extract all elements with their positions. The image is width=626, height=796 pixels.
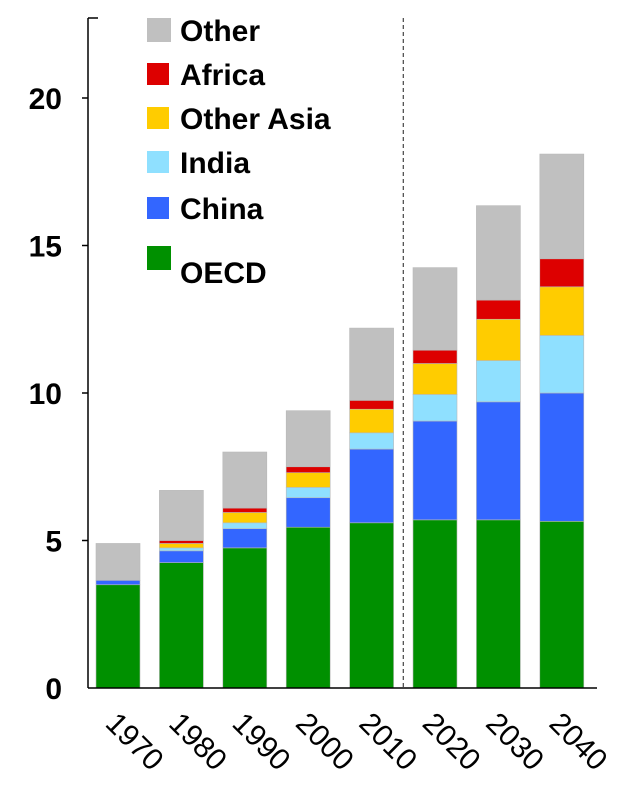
x-tick-label: 2010 [353,707,424,778]
bar-segment-other-asia-2030 [476,318,521,361]
bar-segment-other-2020 [412,267,458,351]
legend-label: Other [180,15,260,48]
bar-segment-china-2040 [539,392,585,522]
bar-segment-africa-1980 [159,540,204,544]
bar-segment-oecd-1990 [222,547,268,689]
bar-segment-other-asia-1990 [222,512,268,524]
bar-segment-other-asia-2000 [285,472,331,488]
bar-segment-africa-1990 [222,507,268,513]
legend-label: Other Asia [180,103,331,136]
x-tick-label: 2040 [543,707,614,778]
x-tick-label: 1980 [162,707,233,778]
bar-segment-africa-2040 [539,258,585,288]
legend-swatch-china [147,197,169,219]
bar-segment-africa-2000 [285,466,331,473]
bar-segment-oecd-1970 [95,584,141,689]
bar-segment-india-2020 [412,394,458,422]
bar-segment-china-2020 [412,420,458,521]
y-tick-label: 15 [29,231,62,264]
x-tick-label: 1990 [226,707,297,778]
bar-segment-oecd-2000 [285,526,331,689]
legend-swatch-oecd [147,246,171,270]
bar-segment-china-2030 [476,401,521,521]
x-tick-label: 2030 [479,707,550,778]
bar-segment-china-1970 [95,580,141,586]
bar-segment-china-2010 [349,448,394,524]
x-tick-label: 2020 [416,707,487,778]
bar-segment-oecd-2030 [476,519,521,689]
bar-segment-other-2010 [349,327,394,401]
legend: Other Africa Other Asia India China OECD [147,15,331,290]
bar-segment-china-2000 [285,497,331,528]
bar-segment-oecd-2040 [539,521,585,689]
bar-segment-oecd-2010 [349,522,394,689]
bar-segment-africa-2010 [349,400,394,410]
bar-segment-india-2000 [285,487,331,499]
legend-label: China [180,193,264,226]
bar-segment-other-asia-2010 [349,408,394,434]
bar-segment-other-asia-1980 [159,543,204,549]
y-tick-label: 0 [45,673,62,706]
bar-segment-africa-2020 [412,349,458,364]
legend-label: India [180,147,250,180]
x-tick-label: 2000 [289,707,360,778]
y-tick-label: 20 [29,83,62,116]
bar-segment-other-asia-2040 [539,286,585,336]
x-tick-label: 1970 [99,707,170,778]
legend-swatch-other-asia [147,107,169,129]
bar-segment-other-2040 [539,153,585,260]
bar-segment-india-1990 [222,522,268,529]
bar-segment-other-1970 [95,543,141,581]
y-axis: 0 5 10 15 20 [29,17,98,706]
bar-segment-other-2030 [476,205,521,301]
legend-label: OECD [180,257,267,290]
y-tick-label: 10 [29,378,62,411]
legend-label: Africa [180,59,265,92]
legend-swatch-other [147,18,171,42]
bar-segment-india-2030 [476,360,521,403]
bar-segment-china-1990 [222,528,268,549]
bar-segment-india-2040 [539,335,585,394]
bar-segment-other-1980 [159,490,204,541]
legend-swatch-africa [147,63,169,85]
bar-segment-other-2000 [285,410,331,468]
bar-segment-india-2010 [349,432,394,450]
legend-swatch-india [147,151,169,173]
bar-segment-oecd-2020 [412,519,458,689]
bars-group [95,153,585,689]
bar-segment-india-1980 [159,547,204,552]
bar-segment-other-1990 [222,451,268,509]
bar-segment-oecd-1980 [159,562,204,689]
bar-segment-africa-2030 [476,299,521,320]
y-tick-label: 5 [45,526,62,559]
bar-segment-other-asia-2020 [412,363,458,395]
bar-segment-china-1980 [159,550,204,563]
